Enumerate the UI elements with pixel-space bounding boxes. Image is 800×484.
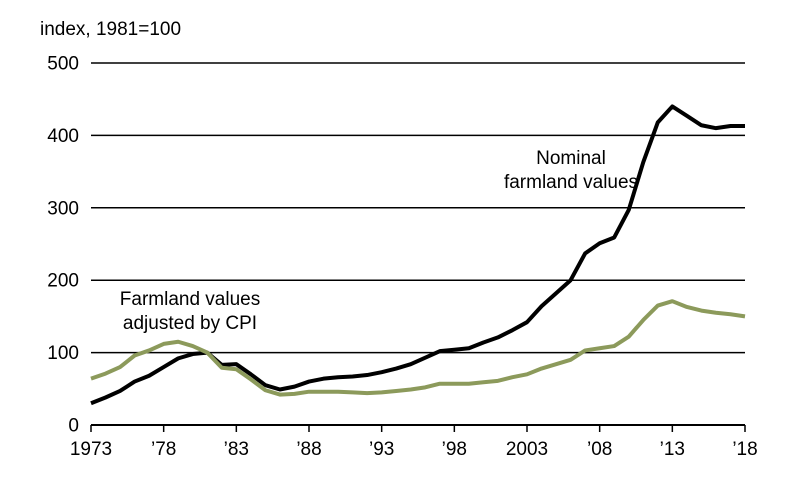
y-axis-label: index, 1981=100 xyxy=(40,19,181,40)
x-tick-label: 2003 xyxy=(506,439,548,460)
series-label-nominal: Nominal farmland values xyxy=(504,148,638,193)
series-line-nominal xyxy=(90,104,745,406)
y-tick-label: 500 xyxy=(47,54,79,75)
x-tick-label: ’98 xyxy=(442,439,467,460)
series-lines xyxy=(90,104,746,406)
series-labels: Nominal farmland values Farmland values adj… xyxy=(120,148,638,334)
x-tick-label: ’13 xyxy=(660,439,685,460)
x-tick-label: ’08 xyxy=(587,439,612,460)
series-label-cpi-adjusted: Farmland values adjusted by CPI xyxy=(120,289,260,334)
y-tick-label: 100 xyxy=(47,343,79,364)
series-line-cpi-adjusted xyxy=(90,299,746,397)
x-tick-label: ’18 xyxy=(732,439,757,460)
y-tick-labels: 0 100 200 300 400 500 xyxy=(47,54,79,437)
x-tick-label: 1973 xyxy=(70,439,112,460)
y-tick-label: 300 xyxy=(47,198,79,219)
x-tick-label: ’83 xyxy=(224,439,249,460)
x-tick-labels: 1973 ’78 ’83 ’88 ’93 ’98 2003 ’08 ’13 ’18 xyxy=(70,425,758,460)
gridlines xyxy=(91,62,745,426)
y-tick-label: 200 xyxy=(47,271,79,292)
y-tick-label: 400 xyxy=(47,126,79,147)
x-tick-label: ’88 xyxy=(296,439,321,460)
x-tick-label: ’93 xyxy=(369,439,394,460)
y-tick-label: 0 xyxy=(68,416,79,437)
x-tick-label: ’78 xyxy=(151,439,176,460)
